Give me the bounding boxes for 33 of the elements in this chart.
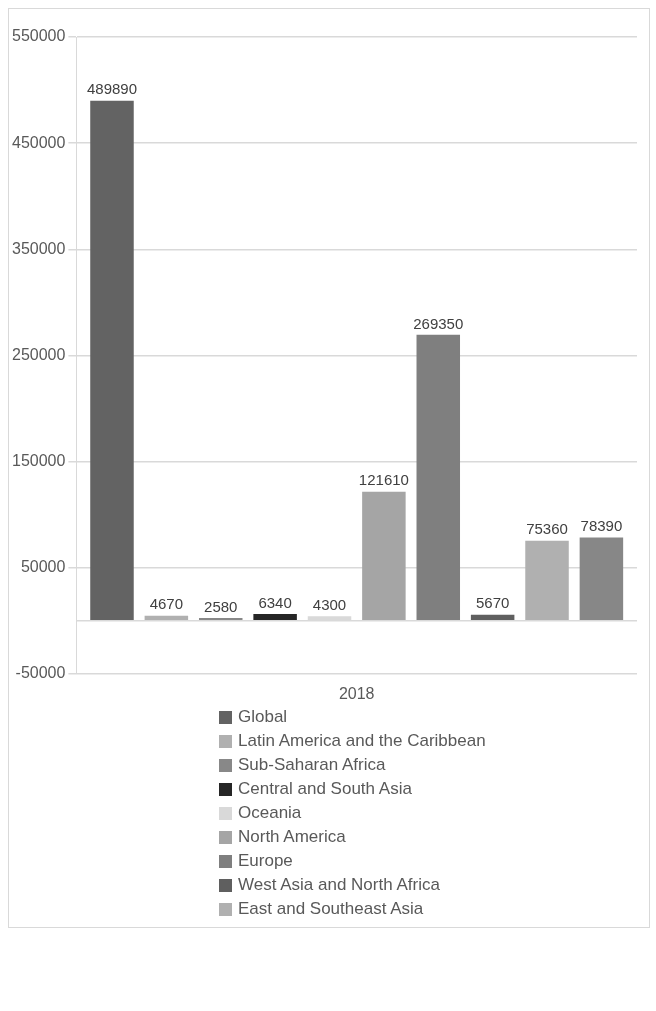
legend-label: Central and South Asia [238,779,412,799]
x-tick-label: 2018 [338,684,375,702]
y-tick-label: 50000 [20,558,66,576]
legend-label: Sub-Saharan Africa [238,755,386,775]
data-label: 6340 [258,593,292,611]
y-tick-label: 250000 [12,345,66,363]
bar [579,537,624,621]
bar [416,334,461,621]
data-label: 489890 [86,80,138,98]
y-tick-label: 550000 [12,27,66,45]
legend-label: Latin America and the Caribbean [238,731,486,751]
data-label: 121610 [358,471,409,489]
legend-label: Oceania [238,803,302,823]
data-label: 2580 [204,597,238,615]
legend-label: Global [238,707,288,727]
data-label: 78390 [580,517,623,535]
legend-label: West Asia and North Africa [238,875,440,895]
legend-label: Europe [238,851,293,871]
legend-label: East and Southeast Asia [238,899,424,919]
bar [253,614,297,621]
bar [90,100,134,621]
data-label: 75360 [526,520,568,538]
data-label: 4670 [149,595,184,613]
y-tick-label: 150000 [12,451,66,469]
bar [362,491,406,621]
data-label: 4300 [312,595,347,613]
y-tick-label: 350000 [12,239,66,257]
y-tick-label: 450000 [12,133,66,151]
legend-label: North America [238,827,346,847]
data-label: 269350 [413,314,464,332]
data-label: 5670 [475,594,510,612]
y-tick-label: -50000 [15,664,66,682]
bar [525,540,569,621]
